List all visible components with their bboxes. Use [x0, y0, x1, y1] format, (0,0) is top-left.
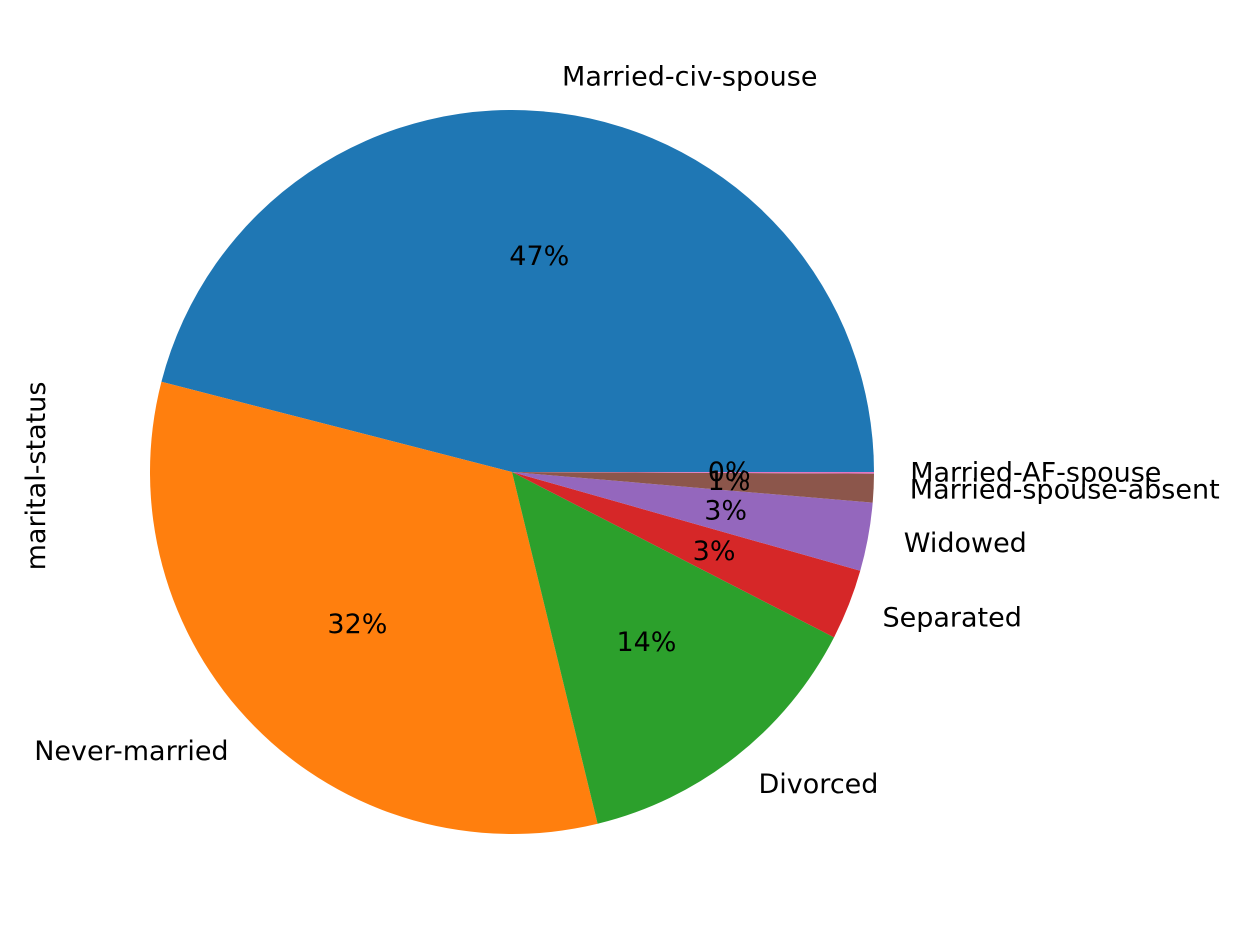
slice-label-married-civ-spouse: Married-civ-spouse — [562, 61, 817, 92]
pct-label-married-civ-spouse: 47% — [509, 241, 569, 272]
pct-label-married-af-spouse: 0% — [708, 457, 751, 488]
pie-slice-never-married — [149, 381, 598, 835]
pie-slice-married-af-spouse — [512, 472, 875, 474]
pct-label-widowed: 3% — [704, 496, 747, 527]
pie-slices — [149, 109, 875, 835]
pie-slice-divorced — [512, 472, 835, 824]
pct-label-married-spouse-absent: 1% — [708, 466, 751, 497]
pie-slice-widowed — [512, 472, 873, 571]
pct-label-never-married: 32% — [327, 609, 387, 640]
pie-slice-separated — [512, 472, 861, 638]
slice-label-divorced: Divorced — [759, 769, 879, 800]
pie-slice-married-civ-spouse — [161, 109, 874, 473]
slice-label-married-spouse-absent: Married-spouse-absent — [910, 474, 1220, 505]
pie-labels: Married-civ-spouse 47% Never-married 32% Div… — [34, 61, 1219, 800]
slice-label-widowed: Widowed — [904, 528, 1027, 559]
slice-label-married-af-spouse: Married-AF-spouse — [910, 457, 1161, 488]
slice-label-never-married: Never-married — [34, 736, 228, 767]
pct-label-separated: 3% — [693, 536, 736, 567]
pct-label-divorced: 14% — [616, 627, 676, 658]
pie-slice-married-spouse-absent — [512, 472, 874, 503]
slice-label-separated: Separated — [882, 603, 1021, 634]
y-axis-label: marital-status — [21, 382, 52, 571]
